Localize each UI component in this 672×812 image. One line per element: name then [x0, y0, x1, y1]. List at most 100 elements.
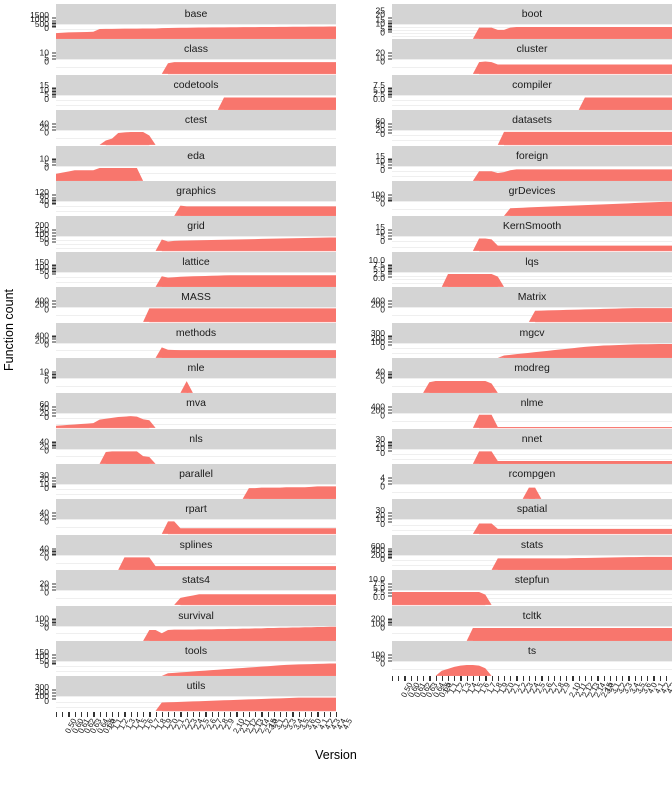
- facet-strip-methods: methods: [56, 323, 336, 343]
- panel-mva: [56, 413, 336, 428]
- facet-strip-foreign: foreign: [392, 146, 672, 166]
- panel-Matrix: [392, 307, 672, 322]
- facet-label: ts: [528, 645, 536, 657]
- panel-wrap-spatial: spatial: [392, 499, 672, 534]
- panel-wrap-modreg: modreg: [392, 358, 672, 393]
- panel-grDevices: [392, 201, 672, 216]
- panel-graphics: [56, 201, 336, 216]
- facet-strip-nlme: nlme: [392, 393, 672, 413]
- facet-label: survival: [178, 610, 214, 622]
- panel-rpart: [56, 519, 336, 534]
- facet-label: codetools: [174, 79, 219, 91]
- panel-nnet: [392, 449, 672, 464]
- panel-utils: [56, 696, 336, 711]
- panel-wrap-lqs: lqs: [392, 252, 672, 287]
- facet-strip-lattice: lattice: [56, 252, 336, 272]
- panel-wrap-foreign: foreign: [392, 146, 672, 181]
- facet-label: mva: [186, 397, 206, 409]
- panel-lattice: [56, 272, 336, 287]
- facet-label: stepfun: [515, 574, 549, 586]
- facet-label: rcompgen: [509, 468, 556, 480]
- panel-wrap-nnet: nnet: [392, 429, 672, 464]
- facet-label: foreign: [516, 150, 548, 162]
- panel-wrap-ts: ts: [392, 641, 672, 676]
- facet-strip-utils: utils: [56, 676, 336, 696]
- panel-stepfun: [392, 590, 672, 605]
- panel-wrap-rpart: rpart: [56, 499, 336, 534]
- facet-strip-cluster: cluster: [392, 39, 672, 59]
- panel-wrap-MASS: MASS: [56, 287, 336, 322]
- panel-wrap-nlme: nlme: [392, 393, 672, 428]
- facet-strip-KernSmooth: KernSmooth: [392, 216, 672, 236]
- facet-label: MASS: [181, 291, 211, 303]
- panel-ctest: [56, 130, 336, 145]
- panel-class: [56, 59, 336, 74]
- panel-wrap-survival: survival: [56, 606, 336, 641]
- facet-strip-stats4: stats4: [56, 570, 336, 590]
- facet-strip-tcltk: tcltk: [392, 606, 672, 626]
- facet-strip-rcompgen: rcompgen: [392, 464, 672, 484]
- facet-label: nls: [189, 433, 202, 445]
- panel-ts: [392, 661, 672, 676]
- facet-label: class: [184, 43, 208, 55]
- panel-splines: [56, 555, 336, 570]
- facet-strip-ctest: ctest: [56, 110, 336, 130]
- panel-wrap-compiler: compiler: [392, 75, 672, 110]
- panel-mle: [56, 378, 336, 393]
- facet-label: cluster: [517, 43, 548, 55]
- panel-wrap-lattice: lattice: [56, 252, 336, 287]
